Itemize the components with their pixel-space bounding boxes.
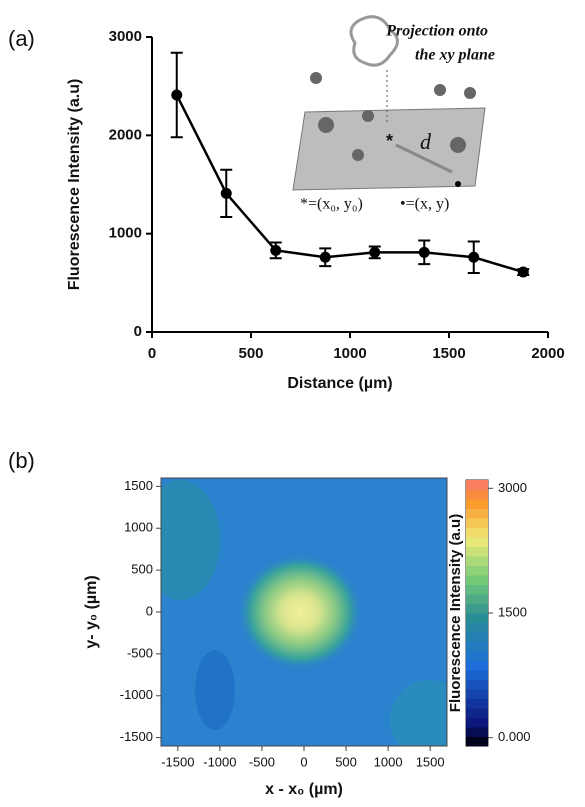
y-tick-label: -500 <box>127 645 153 660</box>
colorbar-step <box>466 489 488 500</box>
colorbar-step <box>466 660 488 671</box>
x-tick-label: 1000 <box>333 345 366 362</box>
colorbar-step <box>466 537 488 547</box>
x-tick-label: 0 <box>148 345 156 362</box>
inset: * d Projection onto the xy plane *=(x₀, … <box>292 15 495 213</box>
xy-plane <box>292 107 486 191</box>
legend-star: *=(x₀, y₀) <box>300 196 363 213</box>
particle <box>310 72 322 84</box>
colorbar-step <box>466 584 488 595</box>
data-line <box>175 94 524 274</box>
colorbar-step <box>466 594 488 604</box>
heatmap-patch <box>195 650 235 730</box>
colorbar-step <box>466 556 488 566</box>
heatmap-patch <box>390 680 447 746</box>
colorbar-label: Fluorescence Intensity (a.u) <box>447 514 464 712</box>
colorbar-step <box>466 603 488 614</box>
y-tick-label: 0 <box>134 323 142 340</box>
colorbar-step <box>466 708 488 718</box>
data-point <box>517 266 529 278</box>
y-tick-label: 500 <box>131 562 153 577</box>
heatmap-field <box>161 478 447 746</box>
y-tick-label: 3000 <box>109 28 142 45</box>
distance-arrow <box>395 143 453 174</box>
x-tick-label: 1000 <box>374 754 403 769</box>
data-point <box>468 251 480 263</box>
data-point <box>418 246 430 258</box>
data-point <box>270 244 282 256</box>
colorbar-step <box>466 565 488 576</box>
particle <box>464 87 476 99</box>
colorbar-step <box>466 527 488 538</box>
colorbar-step <box>466 546 488 557</box>
x-tick-label: -1500 <box>161 754 194 769</box>
dot <box>455 181 461 187</box>
x-tick-label: -1000 <box>203 754 236 769</box>
panel-label: (b) <box>8 448 35 473</box>
panel-label: (a) <box>8 26 35 51</box>
colorbar-step <box>466 641 488 652</box>
data-point <box>220 187 232 199</box>
particle <box>434 84 446 96</box>
colorbar-step <box>466 689 488 699</box>
colorbar-step <box>466 499 488 509</box>
colorbar-step <box>466 698 488 709</box>
x-tick-label: 2000 <box>531 345 564 362</box>
particle <box>318 117 334 133</box>
protein-icon <box>349 15 399 67</box>
heatmap-peak <box>238 554 362 670</box>
colorbar-step <box>466 651 488 661</box>
data-point <box>319 251 331 263</box>
x-tick-label: -500 <box>249 754 275 769</box>
y-axis-label: Fluorescence Intensity (a.u) <box>66 79 83 291</box>
colorbar-step <box>466 575 488 585</box>
data-point <box>171 89 183 101</box>
x-axis-label: Distance (µm) <box>287 375 392 392</box>
distance-label: d <box>420 129 432 154</box>
particle <box>450 137 466 153</box>
x-tick-label: 1500 <box>432 345 465 362</box>
y-tick-label: 1500 <box>124 478 153 493</box>
y-tick-label: -1000 <box>120 687 153 702</box>
x-tick-label: 500 <box>335 754 357 769</box>
colorbar-step <box>466 736 488 747</box>
colorbar-step <box>466 613 488 623</box>
inset-title: Projection onto <box>385 23 488 40</box>
x-tick-label: 500 <box>238 345 263 362</box>
center-marker: * <box>386 131 393 151</box>
inset-title: the xy plane <box>415 47 495 64</box>
y-tick-label: 0 <box>146 603 153 618</box>
x-tick-label: 1500 <box>416 754 445 769</box>
colorbar-step <box>466 727 488 737</box>
particle <box>352 149 364 161</box>
colorbar-step <box>466 670 488 680</box>
heatmap-patch <box>161 480 220 600</box>
y-tick-label: -1500 <box>120 729 153 744</box>
colorbar-step <box>466 679 488 690</box>
particle <box>362 110 374 122</box>
y-axis-label: y- y₀ (µm) <box>83 575 100 648</box>
colorbar-step <box>466 717 488 728</box>
colorbar-step <box>466 518 488 528</box>
x-axis-label: x - x₀ (µm) <box>265 781 343 798</box>
colorbar-step <box>466 622 488 633</box>
colorbar-step <box>466 480 488 490</box>
colorbar-step <box>466 508 488 519</box>
colorbar-step <box>466 632 488 642</box>
colorbar-tick-label: 3000 <box>498 480 527 495</box>
legend-dot: •=(x, y) <box>400 196 449 213</box>
x-tick-label: 0 <box>300 754 307 769</box>
data-point <box>369 246 381 258</box>
y-tick-label: 2000 <box>109 126 142 143</box>
colorbar-tick-label: 1500 <box>498 604 527 619</box>
y-tick-label: 1000 <box>124 520 153 535</box>
y-tick-label: 1000 <box>109 225 142 242</box>
colorbar-tick-label: 0.000 <box>498 729 531 744</box>
